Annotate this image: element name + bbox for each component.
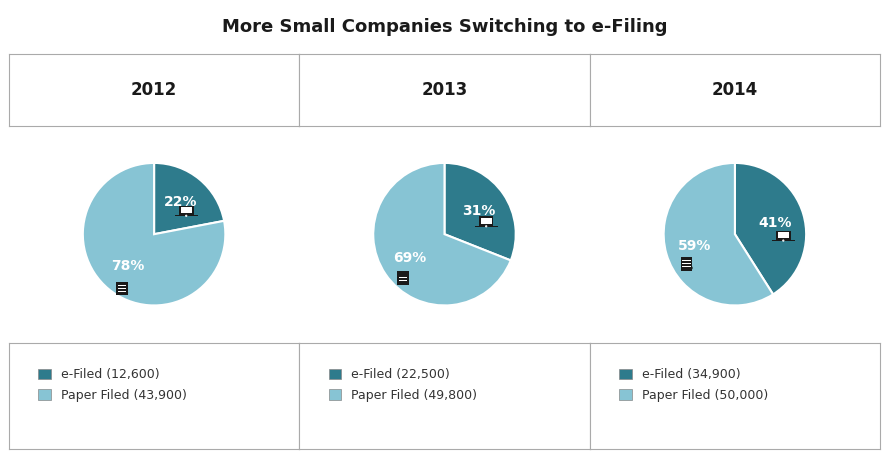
Wedge shape bbox=[735, 163, 806, 294]
Legend: e-Filed (22,500), Paper Filed (49,800): e-Filed (22,500), Paper Filed (49,800) bbox=[329, 368, 477, 402]
Bar bbox=[174, 215, 198, 217]
Text: 78%: 78% bbox=[111, 259, 144, 273]
Wedge shape bbox=[154, 163, 224, 234]
Bar bbox=[481, 218, 492, 224]
Bar bbox=[397, 271, 409, 285]
Text: 41%: 41% bbox=[758, 216, 792, 230]
Bar bbox=[118, 288, 126, 289]
Circle shape bbox=[124, 291, 127, 294]
Wedge shape bbox=[444, 163, 516, 261]
Text: 2014: 2014 bbox=[712, 81, 758, 99]
Text: 59%: 59% bbox=[678, 239, 711, 253]
Bar bbox=[683, 263, 691, 264]
Bar bbox=[778, 232, 789, 238]
Text: 31%: 31% bbox=[462, 204, 496, 218]
Bar bbox=[399, 277, 407, 278]
Wedge shape bbox=[373, 163, 511, 306]
Bar bbox=[683, 260, 691, 261]
Legend: e-Filed (34,900), Paper Filed (50,000): e-Filed (34,900), Paper Filed (50,000) bbox=[619, 368, 768, 402]
Text: 2013: 2013 bbox=[421, 81, 468, 99]
Wedge shape bbox=[664, 163, 773, 306]
Bar bbox=[479, 216, 493, 226]
Text: More Small Companies Switching to e-Filing: More Small Companies Switching to e-Fili… bbox=[221, 18, 668, 36]
Circle shape bbox=[405, 281, 408, 284]
Bar bbox=[118, 285, 126, 286]
Bar bbox=[683, 266, 691, 267]
Bar bbox=[475, 226, 498, 227]
Circle shape bbox=[689, 266, 692, 269]
Bar bbox=[179, 206, 194, 215]
Bar bbox=[776, 231, 790, 240]
Text: 69%: 69% bbox=[393, 251, 427, 265]
Text: 2012: 2012 bbox=[131, 81, 177, 99]
Bar bbox=[772, 240, 795, 241]
Bar bbox=[116, 282, 128, 296]
Legend: e-Filed (12,600), Paper Filed (43,900): e-Filed (12,600), Paper Filed (43,900) bbox=[38, 368, 187, 402]
Wedge shape bbox=[83, 163, 225, 306]
Bar bbox=[681, 257, 693, 271]
Bar bbox=[180, 207, 192, 213]
Text: 22%: 22% bbox=[164, 195, 197, 209]
